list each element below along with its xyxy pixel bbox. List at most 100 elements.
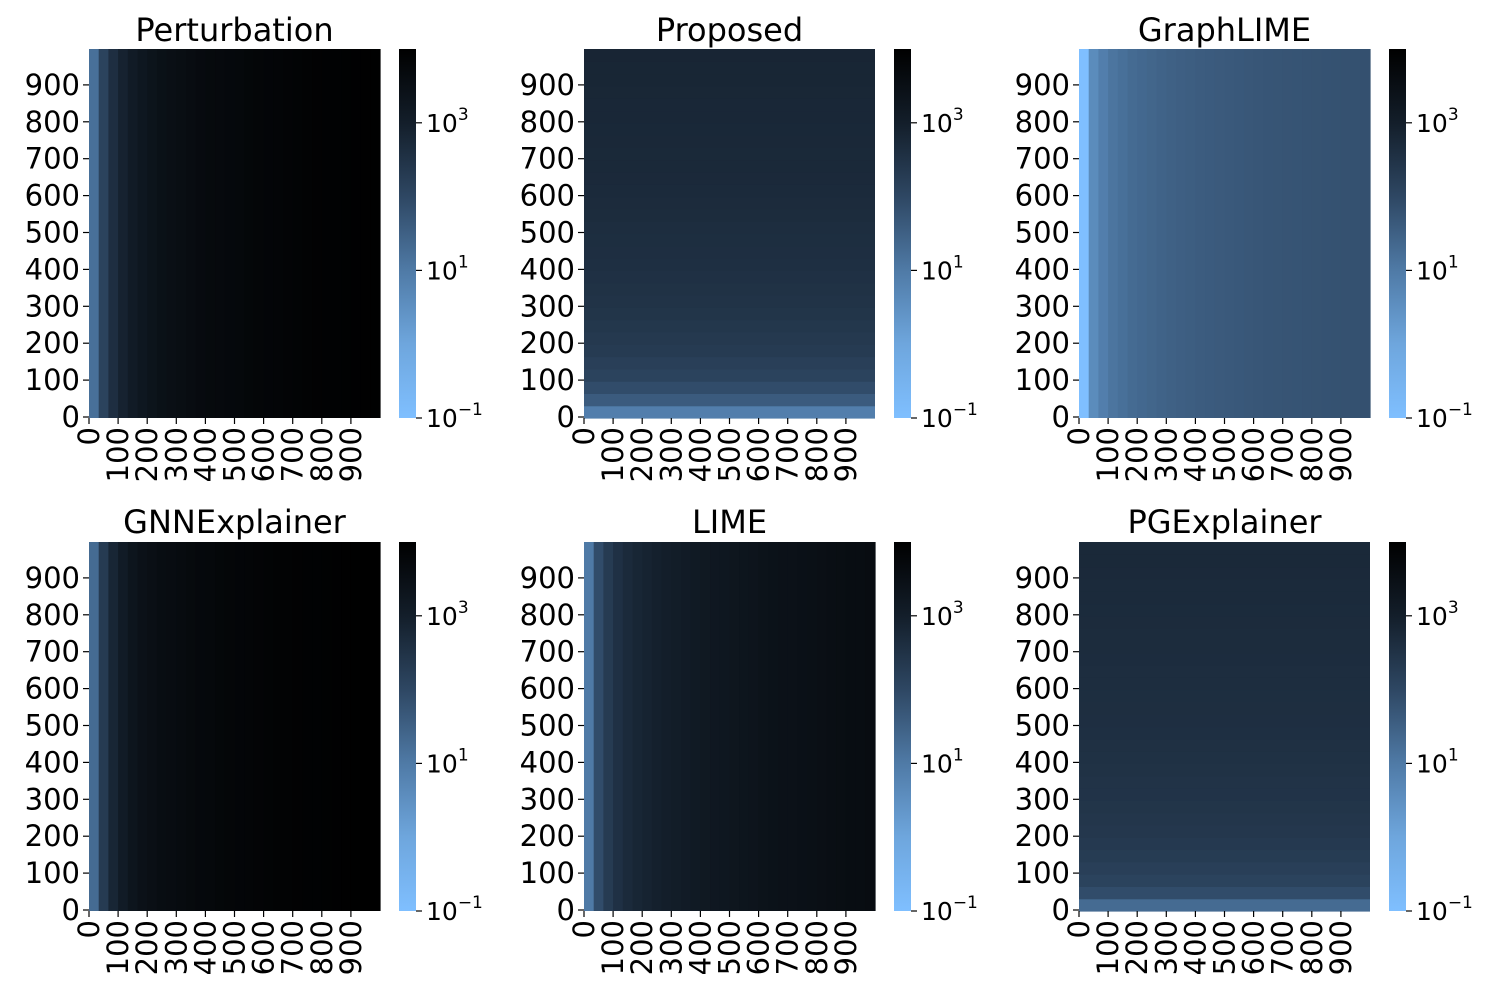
heatmap-cell [584,49,875,62]
y-tick-label: 900 [1015,68,1070,102]
y-tick-label: 500 [520,709,575,743]
colorbar [1389,49,1406,418]
heatmap-cell [1166,49,1177,418]
x-tick-label: 700 [771,427,805,482]
heatmap-cell [1079,898,1370,912]
heatmap-cell [360,542,371,911]
heatmap-cell [263,49,274,418]
heatmap-cell [1079,640,1370,654]
heatmap-cell [1079,738,1370,752]
x-tick-label: 0 [567,427,601,445]
x-tick-label: 100 [596,427,630,482]
heatmap-cell [273,542,284,911]
x-tick-label: 500 [218,920,252,975]
y-tick-label: 200 [520,819,575,853]
heatmap-cell [244,542,255,911]
x-tick-label: 400 [683,920,717,975]
y-tick-label: 400 [25,745,80,779]
heatmap-cell [710,542,721,911]
heatmap-cell [1079,677,1370,691]
heatmap-cell [584,61,875,75]
heatmap-cell [584,393,875,407]
y-tick-label: 100 [25,856,80,890]
y-tick-label: 100 [520,363,575,397]
x-tick-label: 600 [1237,427,1271,482]
heatmap-cell [312,542,323,911]
heatmap-cell [584,122,875,136]
heatmap-cell [584,270,875,284]
x-tick-label: 400 [1178,427,1212,482]
x-tick-label: 800 [305,427,339,482]
heatmap-cell [651,542,663,911]
heatmap-cell [186,49,197,418]
heatmap-cell [166,542,177,911]
x-tick-label: 300 [159,427,193,482]
heatmap-cell [1079,689,1370,703]
y-tick-label: 300 [520,289,575,323]
y-tick-label: 100 [25,363,80,397]
y-tick-label: 700 [520,635,575,669]
heatmap-cell [1079,800,1370,814]
heatmap-cell [622,542,634,911]
heatmap-cell [137,542,148,911]
heatmap-cell [1117,49,1129,418]
heatmap-cell [166,49,177,418]
colorbar-tick-label: 10−1 [921,400,978,433]
heatmap-cell [584,542,595,911]
heatmap-cell [1088,49,1099,418]
y-tick-label: 800 [25,598,80,632]
heatmap-cell [642,542,653,911]
y-tick-label: 400 [520,745,575,779]
y-tick-label: 400 [25,252,80,286]
colorbar-tick-label: 103 [921,598,964,631]
heatmap-cell [584,381,875,394]
y-tick-label: 200 [25,326,80,360]
heatmap-cell [263,542,274,911]
x-tick-label: 800 [1295,427,1329,482]
colorbar-tick-label: 101 [1416,745,1459,778]
heatmap-cell [1282,49,1293,418]
y-tick-label: 600 [1015,179,1070,213]
heatmap-panel-5: PGExplainer01002003004005006007008009000… [1015,503,1473,975]
heatmap-cell [108,542,119,911]
y-tick-label: 0 [62,893,80,927]
y-tick-label: 0 [1052,400,1070,434]
x-tick-label: 200 [130,427,164,482]
heatmap-cell [584,356,875,370]
heatmap-cell [283,542,294,911]
heatmap-cell [370,542,381,911]
y-tick-label: 900 [25,68,80,102]
y-tick-label: 200 [1015,326,1070,360]
heatmap-cells [1079,542,1370,912]
heatmap-cell [108,49,119,418]
heatmap-cell [1156,49,1167,418]
heatmap-cell [1079,775,1370,789]
heatmap-cell [584,135,875,148]
heatmap-cell [584,73,875,87]
heatmap-cell [1263,49,1274,418]
heatmap-cell [865,542,876,911]
heatmap-cell [127,542,139,911]
heatmap-cell [787,542,798,911]
y-tick-label: 300 [1015,289,1070,323]
heatmap-cell [292,542,303,911]
heatmap-cell [331,49,342,418]
heatmap-cell [1079,652,1370,666]
heatmap-cell [302,49,313,418]
heatmap-cell [758,542,769,911]
y-tick-label: 600 [1015,672,1070,706]
heatmap-cell [632,542,643,911]
heatmap-cell [613,542,624,911]
colorbar-tick-label: 103 [426,105,469,138]
heatmap-cell [1302,49,1313,418]
y-tick-label: 400 [520,252,575,286]
heatmap-cell [137,49,148,418]
heatmap-cell [1079,49,1090,418]
colorbar-tick-label: 103 [1416,105,1459,138]
heatmap-cell [661,542,672,911]
x-tick-label: 0 [567,920,601,938]
heatmap-cell [283,49,294,418]
y-tick-label: 900 [520,561,575,595]
colorbar-tick-label: 10−1 [921,893,978,926]
x-tick-label: 600 [247,427,281,482]
